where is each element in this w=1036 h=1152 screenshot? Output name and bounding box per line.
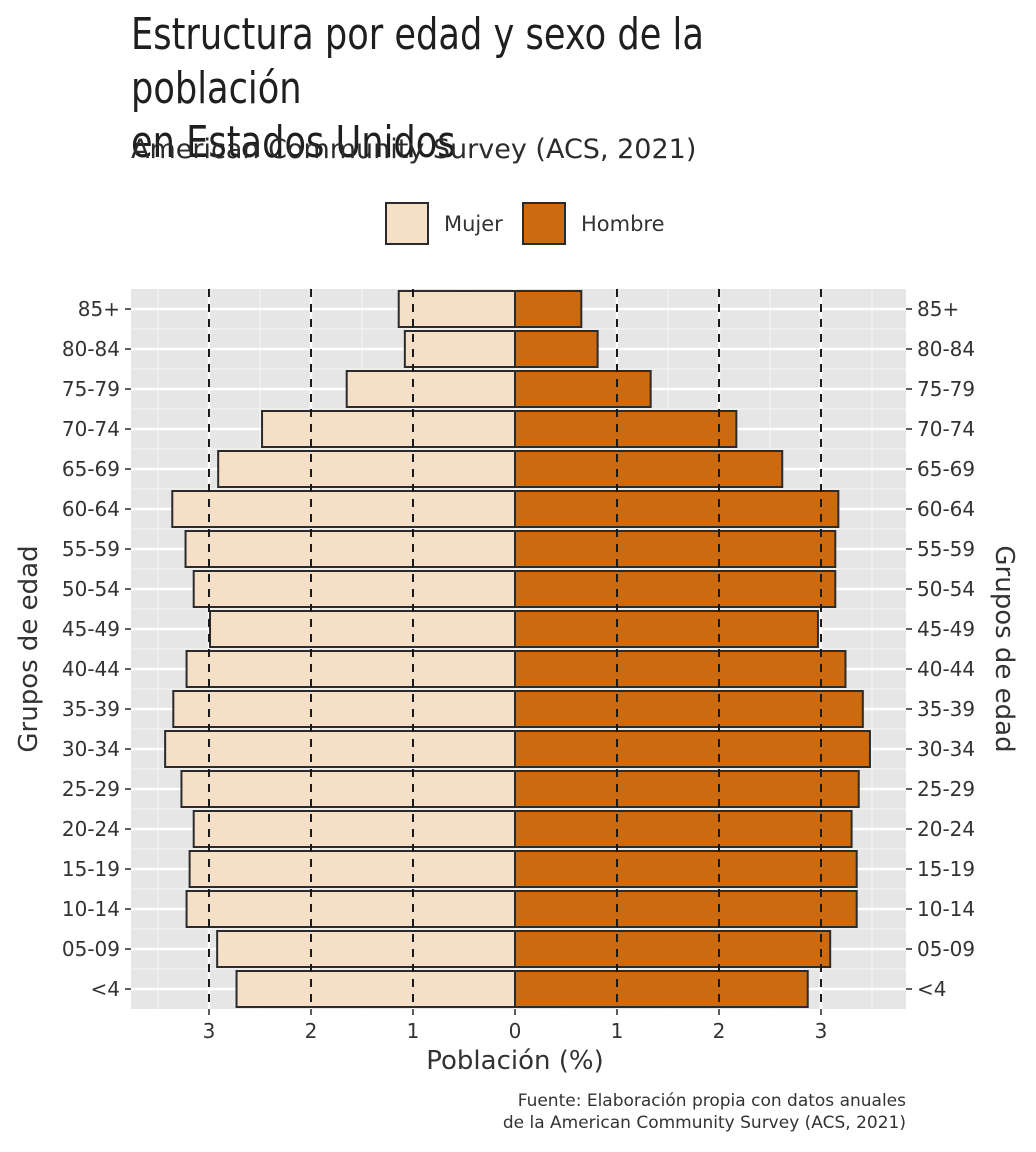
source-caption: Fuente: Elaboración propia con datos anu… [503,1090,906,1134]
legend-key-mujer [385,202,429,245]
bar-hombre-65-69 [514,450,784,488]
bar-mujer-80-84 [403,330,516,368]
bar-hombre-55-59 [514,530,837,568]
y-tick-label-left: 80-84 [62,337,120,361]
legend-key-hombre [522,202,566,245]
bar-hombre-25-29 [514,770,860,808]
chart-title-line-2: en Estados Unidos [131,117,456,168]
y-tick-label-left: 25-29 [62,777,120,801]
y-tick-label-right: 05-09 [917,937,975,961]
bar-mujer-45-49 [209,610,517,648]
y-tick-label-right: 20-24 [917,817,975,841]
bar-mujer-55-59 [184,530,516,568]
bar-hombre-60-64 [514,490,840,528]
bar-mujer-60-64 [171,490,516,528]
source-caption-line-1: Fuente: Elaboración propia con datos anu… [517,1091,906,1111]
y-tick-label-left: 20-24 [62,817,120,841]
bar-hombre-20-24 [514,810,853,848]
bar-mujer-65-69 [217,450,516,488]
bar-mujer-10-14 [185,890,516,928]
y-tick-label-left: 60-64 [62,497,120,521]
y-tick-label-right: 75-79 [917,377,975,401]
bar-mujer-50-54 [192,570,516,608]
bar-hombre-45-49 [514,610,819,648]
y-tick-label-right: 55-59 [917,537,975,561]
bar-hombre-75-79 [514,370,652,408]
chart-title-line-1: Estructura por edad y sexo de la poblaci… [131,9,704,114]
source-caption-line-2: de la American Community Survey (ACS, 20… [502,1113,906,1133]
bar-mujer-40-44 [185,650,516,688]
legend-label-mujer: Mujer [444,212,503,236]
bar-hombre-30-34 [514,730,871,768]
y-tick-label-left: 35-39 [62,697,120,721]
bar-hombre-50-54 [514,570,837,608]
bar-hombre-70-74 [514,410,738,448]
x-tick-label: 2 [713,1019,726,1043]
y-tick-label-right: 70-74 [917,417,975,441]
y-tick-label-left: 55-59 [62,537,120,561]
x-tick-label: 2 [305,1019,318,1043]
y-tick-label-right: 30-34 [917,737,975,761]
y-tick-label-right: 65-69 [917,457,975,481]
y-axis-title-right: Grupos de edad [989,545,1019,752]
y-tick-label-right: <4 [917,977,946,1001]
y-tick-label-left: 65-69 [62,457,120,481]
y-tick-label-left: 30-34 [62,737,120,761]
y-tick-label-left: 15-19 [62,857,120,881]
legend-label-hombre: Hombre [581,212,665,236]
y-tick-label-right: 80-84 [917,337,975,361]
y-tick-label-right: 45-49 [917,617,975,641]
bar-hombre-35-39 [514,690,864,728]
chart-subtitle: American Community Survey (ACS, 2021) [131,134,697,165]
chart-title: Estructura por edad y sexo de la poblaci… [131,8,819,170]
bar-mujer-05-09 [216,930,516,968]
y-tick-label-left: 70-74 [62,417,120,441]
bar-mujer-20-24 [192,810,516,848]
y-tick-label-left: 45-49 [62,617,120,641]
bar-hombre-05-09 [514,930,832,968]
x-tick-label: 3 [815,1019,828,1043]
bar-hombre-15-19 [514,850,858,888]
x-tick-label: 1 [407,1019,420,1043]
x-tick-label: 1 [611,1019,624,1043]
y-tick-label-left: 40-44 [62,657,120,681]
y-tick-label-left: <4 [91,977,120,1001]
bar-mujer-35-39 [172,690,517,728]
bar-hombre-40-44 [514,650,847,688]
x-tick-label: 3 [203,1019,216,1043]
bar-mujer-30-34 [164,730,516,768]
y-tick-label-right: 40-44 [917,657,975,681]
bar-mujer-85+ [397,290,516,328]
y-tick-label-left: 05-09 [62,937,120,961]
y-tick-label-left: 10-14 [62,897,120,921]
x-tick-label: 0 [509,1019,522,1043]
bar-hombre-<4 [514,970,809,1008]
y-tick-label-left: 75-79 [62,377,120,401]
bar-mujer-15-19 [188,850,516,888]
y-tick-label-left: 85+ [78,297,120,321]
bar-mujer-75-79 [345,370,517,408]
y-tick-label-right: 35-39 [917,697,975,721]
y-tick-label-right: 85+ [917,297,959,321]
y-tick-label-right: 60-64 [917,497,975,521]
y-tick-label-right: 10-14 [917,897,975,921]
bar-mujer-70-74 [261,410,517,448]
y-axis-title-left: Grupos de edad [14,545,44,752]
y-tick-label-left: 50-54 [62,577,120,601]
bar-mujer-25-29 [180,770,517,808]
y-tick-label-right: 15-19 [917,857,975,881]
bar-hombre-80-84 [514,330,599,368]
bar-mujer-<4 [235,970,516,1008]
bar-hombre-10-14 [514,890,858,928]
bar-hombre-85+ [514,290,583,328]
y-tick-label-right: 50-54 [917,577,975,601]
x-axis-title: Población (%) [426,1046,603,1076]
y-tick-label-right: 25-29 [917,777,975,801]
